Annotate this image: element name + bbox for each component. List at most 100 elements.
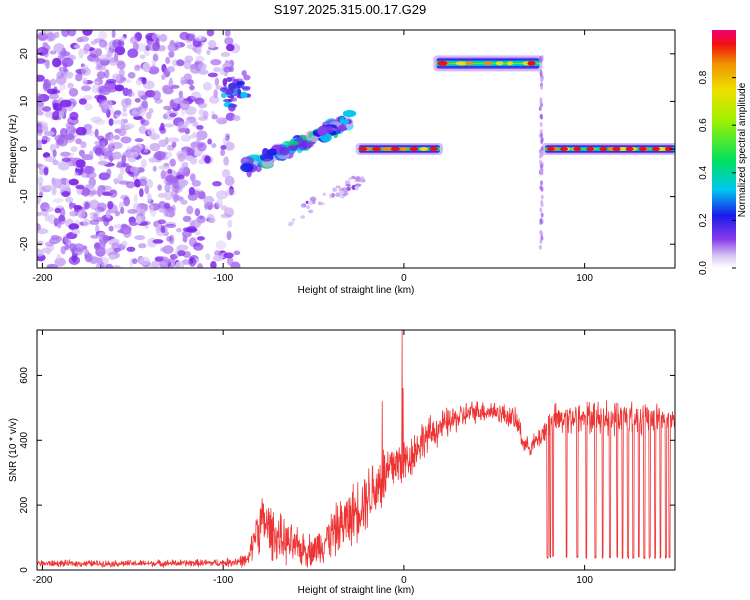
spectrogram-x-tick-label: -200 [32, 273, 52, 284]
noise-blob [167, 44, 175, 52]
spectral-blob [306, 205, 310, 209]
band-core [465, 61, 474, 66]
noise-blob [102, 234, 110, 242]
noise-blob [60, 99, 72, 108]
noise-blob [121, 240, 128, 247]
noise-blob [113, 135, 120, 140]
noise-blob [78, 48, 84, 59]
noise-blob [127, 48, 139, 59]
noise-blob [164, 202, 171, 209]
noise-blob [121, 112, 128, 117]
band-peak [612, 146, 621, 152]
noise-blob [37, 196, 42, 204]
noise-blob [113, 247, 122, 253]
noise-blob [39, 168, 44, 176]
streak-dot [539, 69, 543, 75]
noise-blob [157, 184, 162, 191]
noise-blob [220, 149, 226, 157]
noise-blob [108, 254, 117, 261]
band-peak [429, 146, 439, 152]
noise-blob [70, 146, 78, 153]
noise-blob [158, 139, 168, 148]
noise-blob [124, 123, 135, 130]
noise-blob [138, 243, 147, 249]
snr-x-axis-label: Height of straight line (km) [298, 585, 415, 596]
noise-blob [161, 74, 166, 80]
noise-blob [176, 227, 182, 233]
spectral-blob [360, 176, 365, 179]
noise-blob [152, 41, 161, 52]
noise-blob [84, 201, 90, 210]
spectral-blob [322, 192, 327, 196]
noise-blob [210, 261, 217, 268]
snr-x-ticks: -200 -100 0 100 [32, 330, 593, 586]
spectrogram-y-tick-label: 20 [19, 48, 30, 60]
noise-blob [221, 168, 231, 179]
noise-blob [97, 160, 109, 166]
band-core [483, 61, 492, 66]
noise-blob [53, 43, 65, 53]
noise-blob [149, 142, 161, 152]
spectral-blob [310, 135, 319, 143]
noise-blob [61, 157, 72, 163]
spectral-blob [221, 88, 229, 93]
noise-blob [97, 135, 105, 141]
noise-blob [81, 85, 92, 92]
noise-blob [182, 227, 193, 232]
spectral-blob [307, 200, 314, 206]
noise-blob [208, 95, 220, 104]
noise-blob [165, 174, 177, 183]
noise-blob [93, 57, 103, 62]
noise-blob [228, 185, 234, 196]
noise-blob [120, 223, 128, 230]
noise-blob [197, 102, 208, 109]
noise-blob [111, 30, 116, 38]
noise-blob [108, 118, 114, 126]
noise-blob [37, 58, 46, 64]
noise-blob [145, 178, 154, 189]
spectrogram-x-axis-label: Height of straight line (km) [298, 285, 415, 296]
noise-blob [224, 37, 234, 45]
streak-dot [539, 129, 543, 135]
band-core [506, 61, 514, 66]
noise-blob [174, 40, 181, 51]
noise-blob [119, 36, 127, 41]
noise-blob [225, 188, 236, 196]
noise-blob [162, 84, 171, 93]
noise-blob [127, 156, 137, 163]
noise-blob [222, 136, 230, 146]
noise-blob [84, 43, 91, 50]
noise-blob [57, 137, 69, 147]
spectral-blob [230, 94, 235, 99]
noise-blob [112, 39, 123, 49]
noise-blob [116, 61, 126, 70]
noise-blob [122, 79, 132, 84]
band-core [617, 147, 629, 151]
noise-blob [46, 31, 55, 42]
noise-blob [197, 62, 207, 71]
noise-blob [165, 56, 171, 65]
noise-blob [88, 190, 99, 195]
spectrogram-x-tick-label: 100 [576, 273, 593, 284]
spectrogram-noise-scatter [37, 30, 241, 268]
noise-blob [45, 59, 50, 70]
spectrogram-cluster-upper [220, 66, 252, 108]
noise-blob [162, 245, 174, 254]
noise-blob [211, 143, 217, 148]
noise-blob [123, 228, 132, 238]
spectral-blob [289, 221, 295, 225]
streak-dot [540, 235, 544, 241]
snr-plot-background [37, 330, 675, 570]
noise-blob [56, 253, 62, 261]
band-core [607, 147, 615, 151]
spectrogram-right-band [541, 143, 675, 155]
spectrogram-y-tick-label: 10 [19, 95, 30, 107]
noise-blob [99, 54, 111, 61]
colorbar-tick-label: 0.2 [698, 213, 709, 227]
noise-blob [130, 151, 139, 158]
spectral-blob [319, 129, 325, 136]
noise-blob [88, 130, 95, 136]
noise-blob [179, 100, 190, 111]
noise-blob [160, 224, 166, 234]
